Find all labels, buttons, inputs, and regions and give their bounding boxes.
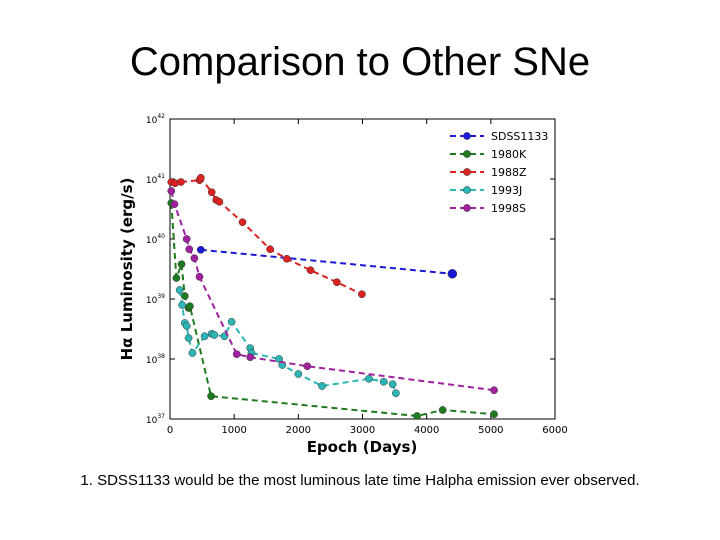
y-tick-label: 1037 [146,413,165,426]
legend-marker-1998s [463,204,471,212]
data-point-1998s [170,200,179,209]
series-1993j [175,286,400,398]
data-point-1988z [266,245,274,254]
legend-marker-1980k [463,150,471,158]
data-point-1993j [188,349,197,357]
data-point-1998s [182,235,191,243]
data-point-1998s [490,386,498,395]
legend-marker-1988z [463,168,471,176]
x-tick-label: 5000 [478,425,503,436]
y-axis-label: Hα Luminosity (erg/s) [118,178,136,361]
x-tick-label: 1000 [221,425,246,436]
data-point-1993j [184,334,193,342]
legend-label-sdss1133: SDSS1133 [491,130,548,143]
data-point-1988z [238,218,247,227]
x-tick-label: 6000 [542,425,567,436]
data-point-1993j [275,355,283,363]
x-tick-label: 3000 [350,425,375,436]
data-point-1980k [177,260,186,269]
series-layer [167,173,498,420]
y-tick-label: 1041 [146,173,165,186]
data-point-sdss1133 [196,245,205,254]
data-point-1993j [178,301,187,309]
data-point-1998s [185,245,194,254]
data-point-1980k [438,406,447,414]
series-1988z [167,173,366,299]
legend-label-1993j: 1993J [491,184,522,197]
data-point-1988z [358,290,366,299]
series-1998s [167,187,498,395]
legend-marker-1993j [463,186,471,194]
data-point-1998s [232,350,241,359]
data-point-1993j [175,286,184,294]
y-tick-label: 1038 [146,353,165,366]
data-point-1993j [200,332,209,341]
data-point-1993j [182,322,191,330]
data-point-1998s [167,187,176,195]
axis-ticks: 0 1000 2000 3000 4000 5000 6000 1037 1038 1039 104… [146,113,568,436]
y-tick-label: 1042 [146,113,165,126]
data-point-1993j [379,377,388,386]
x-tick-label: 2000 [286,425,311,436]
data-point-1993j [294,370,303,378]
legend-label-1998s: 1998S [491,202,526,215]
data-point-1993j [318,382,326,390]
data-point-1980k [207,392,215,401]
luminosity-chart: 0 1000 2000 3000 4000 5000 6000 1037 1038 1039 104… [118,113,568,456]
plot-area [169,118,556,420]
data-point-1998s [195,272,204,281]
data-point-1980k [180,292,189,300]
legend-label-1988z: 1988Z [491,166,527,179]
data-point-1980k [490,410,498,419]
legend-label-1980k: 1980K [491,148,527,161]
x-tick-label: 4000 [414,425,439,436]
data-point-1988z [215,197,224,206]
x-tick-label: 0 [167,425,173,436]
data-point-1980k [186,302,194,311]
data-point-1980k [172,274,181,282]
data-point-1998s [246,353,255,362]
data-point-1988z [196,173,205,182]
data-point-1998s [303,362,312,371]
series-line-1998s [170,190,495,392]
series-line-sdss1133 [200,248,453,275]
legend: SDSS1133 1980K 1988Z 1993J 1998S [450,130,548,215]
y-tick-label: 1039 [146,293,165,306]
slide-caption: 1. SDSS1133 would be the most luminous l… [80,472,640,489]
legend-marker-sdss1133 [463,132,471,140]
data-point-sdss1133 [447,269,458,279]
y-tick-label: 1040 [146,233,165,246]
data-point-1988z [332,278,341,287]
data-point-1993j [392,389,400,398]
data-point-1988z [177,178,185,186]
x-axis-label: Epoch (Days) [307,438,418,456]
series-sdss1133 [196,245,458,279]
data-point-1993j [365,374,373,383]
data-point-1993j [210,331,219,339]
data-point-1980k [413,412,421,420]
data-point-1993j [227,317,236,326]
data-point-1988z [207,188,216,197]
data-point-1998s [190,254,199,263]
data-point-1993j [388,380,397,389]
data-point-1988z [306,266,315,275]
slide-title: Comparison to Other SNe [129,40,591,84]
data-point-1988z [282,254,291,263]
